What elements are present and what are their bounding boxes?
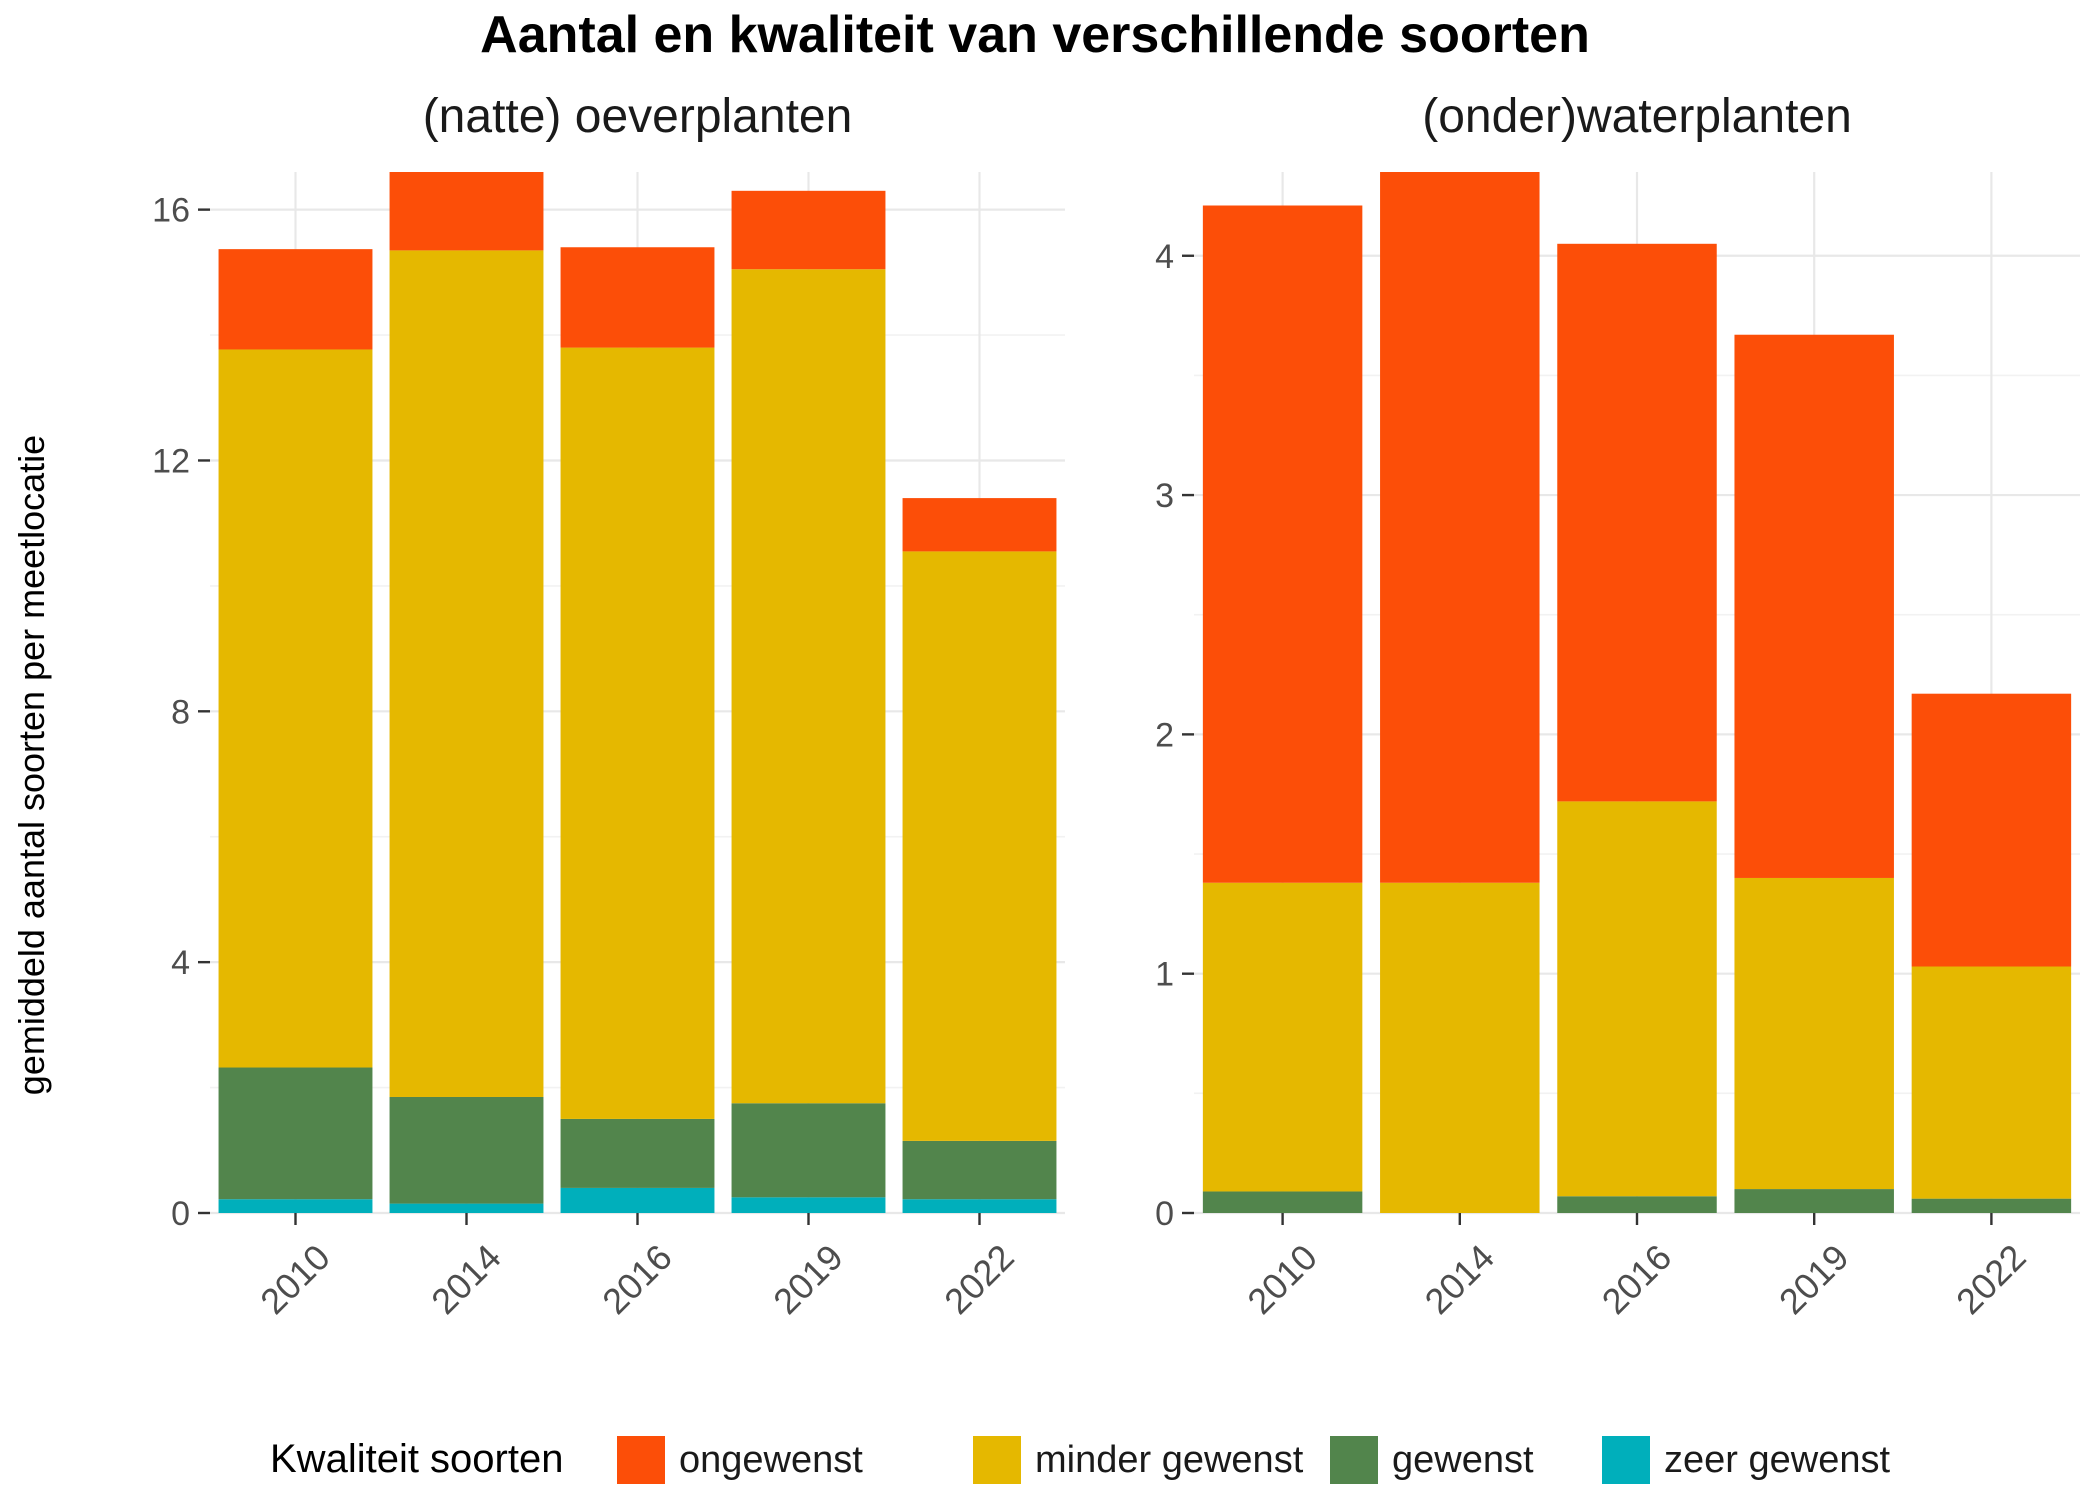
bar-segment — [902, 551, 1057, 1141]
y-tick-label: 4 — [1155, 238, 1174, 276]
y-tick-label: 2 — [1155, 716, 1174, 754]
x-axis: 2010 2014 2016 2019 2022 — [252, 1213, 1022, 1322]
bar-segment — [1380, 882, 1540, 1213]
bars — [1202, 172, 2072, 1213]
x-tick-label: 2010 — [1239, 1236, 1325, 1322]
y-tick-label: 12 — [152, 442, 190, 480]
y-tick-label: 0 — [171, 1195, 190, 1233]
bar-segment — [218, 349, 373, 1068]
bar-segment — [1734, 1189, 1894, 1213]
bars — [218, 172, 1057, 1213]
bar-segment — [902, 1140, 1057, 1200]
bar-segment — [389, 1096, 544, 1204]
bar-segment — [1911, 693, 2072, 967]
y-tick-label: 16 — [152, 192, 190, 230]
y-tick-label: 4 — [171, 944, 190, 982]
bar-segment — [731, 1103, 886, 1198]
bar-segment — [218, 249, 373, 350]
legend-label: minder gewenst — [1035, 1439, 1304, 1481]
y-tick-label: 0 — [1155, 1195, 1174, 1233]
x-tick-label: 2019 — [765, 1236, 851, 1322]
bar-segment — [1734, 334, 1894, 878]
y-axis: 0 1 2 3 4 — [1155, 238, 1194, 1233]
y-tick-label: 1 — [1155, 956, 1174, 994]
bar-segment — [731, 1197, 886, 1213]
bar-segment — [1202, 1191, 1363, 1213]
bar-segment — [1911, 1198, 2072, 1213]
bar-segment — [389, 1203, 544, 1213]
x-tick-label: 2016 — [1594, 1236, 1680, 1322]
bar-segment — [1557, 243, 1717, 802]
bar-segment — [1380, 172, 1540, 883]
legend-title: Kwaliteit soorten — [270, 1437, 563, 1481]
legend-key-zeer_gewenst — [1602, 1436, 1650, 1484]
bar-segment — [1202, 882, 1363, 1192]
x-tick-label: 2014 — [423, 1236, 509, 1322]
y-axis: 0 4 8 12 16 — [152, 192, 210, 1233]
legend-key-minder_gewenst — [973, 1436, 1021, 1484]
bar-segment — [218, 1199, 373, 1213]
bar-segment — [731, 269, 886, 1104]
panel-title: (onder)waterplanten — [1422, 90, 1852, 143]
chart-title: Aantal en kwaliteit van verschillende so… — [480, 6, 1590, 64]
bar-segment — [389, 172, 544, 251]
legend: Kwaliteit soorten ongewenst minder gewens… — [270, 1436, 1890, 1484]
legend-key-gewenst — [1330, 1436, 1378, 1484]
bar-segment — [218, 1067, 373, 1200]
y-axis-label: gemiddeld aantal soorten per meetlocatie — [11, 435, 52, 1095]
x-tick-label: 2019 — [1771, 1236, 1857, 1322]
bar-segment — [560, 347, 715, 1119]
panel-title: (natte) oeverplanten — [423, 90, 853, 143]
legend-label: gewenst — [1392, 1439, 1534, 1481]
legend-key-ongewenst — [617, 1436, 665, 1484]
x-tick-label: 2016 — [594, 1236, 680, 1322]
bar-segment — [1557, 801, 1717, 1197]
bar-segment — [389, 250, 544, 1097]
x-axis: 2010 2014 2016 2019 2022 — [1239, 1213, 2034, 1322]
x-tick-label: 2010 — [252, 1236, 338, 1322]
bar-segment — [731, 190, 886, 270]
x-tick-label: 2022 — [1948, 1236, 2034, 1322]
bar-segment — [1911, 966, 2072, 1199]
bar-segment — [1202, 205, 1363, 883]
bar-segment — [1557, 1196, 1717, 1213]
bar-segment — [560, 1118, 715, 1188]
panel-2: (onder)waterplanten 0 1 2 3 4 2010 2014 2016 2019… — [1155, 90, 2080, 1322]
y-tick-label: 3 — [1155, 477, 1174, 515]
legend-label: ongewenst — [679, 1439, 863, 1481]
legend-label: zeer gewenst — [1664, 1439, 1890, 1481]
bar-segment — [560, 247, 715, 348]
x-tick-label: 2022 — [936, 1236, 1022, 1322]
bar-segment — [902, 498, 1057, 552]
bar-segment — [902, 1199, 1057, 1213]
bar-segment — [1734, 877, 1894, 1190]
y-tick-label: 8 — [171, 693, 190, 731]
x-tick-label: 2014 — [1417, 1236, 1503, 1322]
bar-segment — [560, 1187, 715, 1213]
